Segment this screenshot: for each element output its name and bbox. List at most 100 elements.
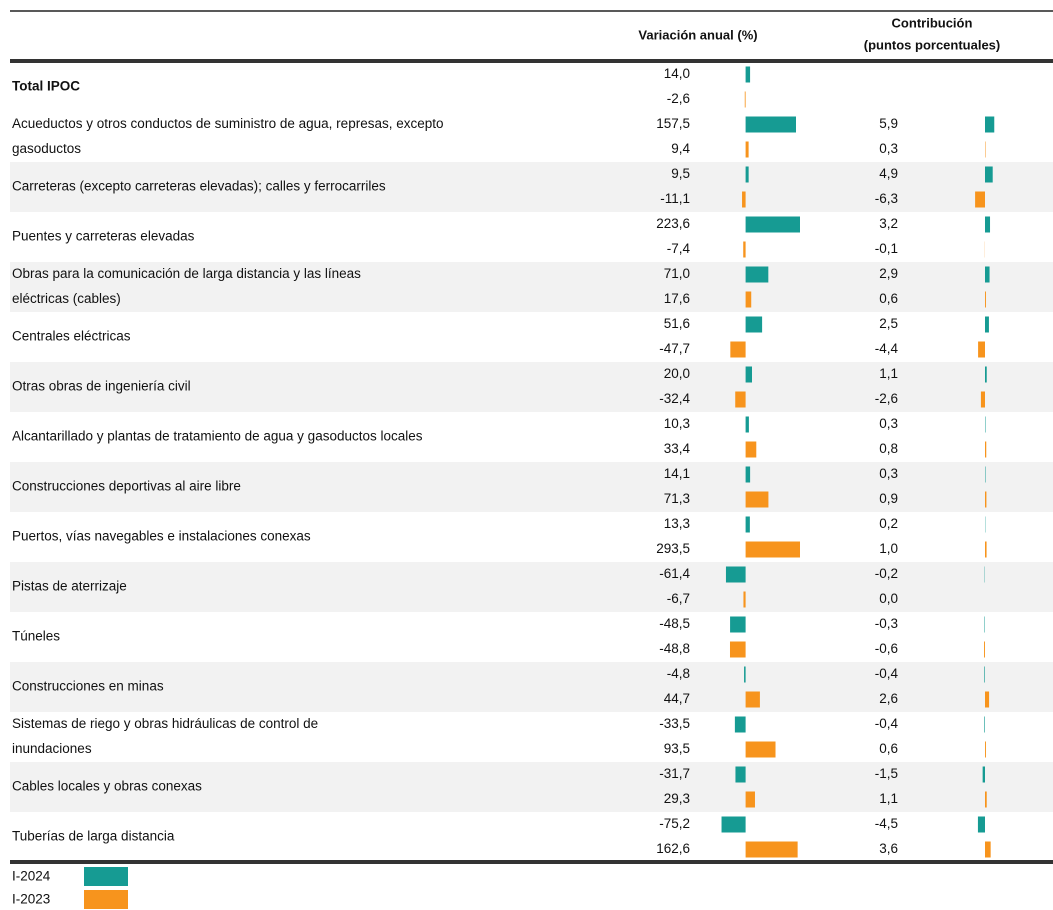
variation-value: 29,3	[664, 791, 690, 806]
variation-bar	[725, 566, 746, 583]
row-shade	[10, 262, 1053, 312]
contribution-value: 1,1	[879, 366, 898, 381]
row-label: Construcciones deportivas al aire libre	[12, 479, 241, 494]
variation-value: 293,5	[656, 541, 690, 556]
variation-bar	[742, 191, 746, 208]
variation-bar	[735, 766, 746, 783]
row-shade	[10, 662, 1053, 712]
variation-value: 10,3	[664, 416, 690, 431]
row-shade	[10, 462, 1053, 512]
contribution-value: 3,6	[879, 841, 898, 856]
variation-bar	[745, 441, 757, 458]
variation-value: -11,1	[660, 191, 690, 206]
contribution-value: -0,3	[875, 616, 898, 631]
contribution-value: -2,6	[875, 391, 898, 406]
contribution-value: 1,1	[879, 791, 898, 806]
variation-bar	[745, 291, 752, 308]
contribution-bar	[978, 341, 985, 358]
contribution-bar	[985, 366, 987, 383]
variation-value: -4,8	[667, 666, 690, 681]
variation-bar	[745, 316, 763, 333]
contribution-value: 0,0	[879, 591, 898, 606]
contribution-bar	[980, 391, 985, 408]
row-shade	[10, 162, 1053, 212]
variation-value: 71,3	[664, 491, 690, 506]
contribution-value: 0,2	[879, 516, 898, 531]
contribution-value: -0,1	[875, 241, 898, 256]
contribution-bar	[985, 841, 991, 858]
variation-bar	[734, 716, 746, 733]
variation-bar	[745, 691, 760, 708]
contribution-bar	[985, 291, 986, 308]
contribution-value: 0,3	[879, 416, 898, 431]
legend-label: I-2023	[12, 892, 50, 907]
contribution-bar	[985, 541, 987, 558]
variation-bar	[730, 616, 746, 633]
variation-value: -61,4	[659, 566, 690, 581]
variation-value: 14,0	[664, 66, 690, 81]
variation-value: 93,5	[664, 741, 690, 756]
row-label: Construcciones en minas	[12, 679, 164, 694]
row-label: inundaciones	[12, 741, 92, 756]
contribution-value: -1,5	[875, 766, 898, 781]
row-label: Puertos, vías navegables e instalaciones…	[12, 529, 311, 544]
variation-value: -7,4	[667, 241, 691, 256]
header-contribution: Contribución	[892, 15, 973, 30]
variation-bar	[745, 541, 800, 558]
variation-value: -75,2	[659, 816, 690, 831]
row-shade	[10, 562, 1053, 612]
contribution-value: -4,4	[875, 341, 899, 356]
variation-value: 20,0	[664, 366, 690, 381]
variation-value: 223,6	[656, 216, 690, 231]
variation-value: 71,0	[664, 266, 690, 281]
row-shade	[10, 362, 1053, 412]
row-label: Acueductos y otros conductos de suminist…	[12, 116, 444, 131]
variation-bar	[743, 241, 746, 258]
contribution-value: 1,0	[879, 541, 898, 556]
variation-bar	[745, 416, 749, 433]
contribution-bar	[977, 816, 985, 833]
contribution-value: -6,3	[875, 191, 898, 206]
variation-value: 9,5	[671, 166, 690, 181]
variation-bar	[745, 66, 751, 83]
legend-swatch	[84, 867, 128, 886]
row-label: Sistemas de riego y obras hidráulicas de…	[12, 716, 318, 731]
variation-bar	[745, 216, 800, 233]
contribution-bar	[985, 691, 990, 708]
contribution-value: 0,9	[879, 491, 898, 506]
variation-bar	[745, 516, 750, 533]
contribution-bar	[985, 441, 987, 458]
variation-value: -6,7	[667, 591, 690, 606]
contribution-bar	[985, 791, 987, 808]
variation-value: 17,6	[664, 291, 690, 306]
contribution-value: 0,3	[879, 141, 898, 156]
variation-value: 13,3	[664, 516, 690, 531]
row-label: gasoductos	[12, 141, 81, 156]
contribution-bar	[984, 641, 985, 658]
variation-value: -31,7	[659, 766, 690, 781]
row-shade	[10, 762, 1053, 812]
variation-value: -48,5	[659, 616, 690, 631]
variation-value: -2,6	[667, 91, 690, 106]
contribution-bar	[985, 491, 987, 508]
variation-bar	[745, 266, 769, 283]
contribution-bar	[985, 116, 995, 133]
row-label: Alcantarillado y plantas de tratamiento …	[12, 429, 423, 444]
variation-value: 44,7	[664, 691, 690, 706]
row-label: Total IPOC	[12, 79, 80, 94]
contribution-value: -0,4	[875, 666, 899, 681]
contribution-value: 4,9	[879, 166, 898, 181]
contribution-bar	[984, 716, 985, 733]
contribution-bar	[982, 766, 985, 783]
variation-bar	[744, 666, 746, 683]
variation-bar	[735, 391, 746, 408]
variation-bar	[721, 816, 746, 833]
contribution-value: 2,5	[879, 316, 898, 331]
contribution-bar	[985, 741, 986, 758]
row-label: Tuberías de larga distancia	[12, 829, 175, 844]
contribution-value: -4,5	[875, 816, 898, 831]
contribution-bar	[985, 316, 989, 333]
variation-bar	[745, 366, 752, 383]
variation-value: 33,4	[664, 441, 691, 456]
variation-bar	[745, 841, 798, 858]
